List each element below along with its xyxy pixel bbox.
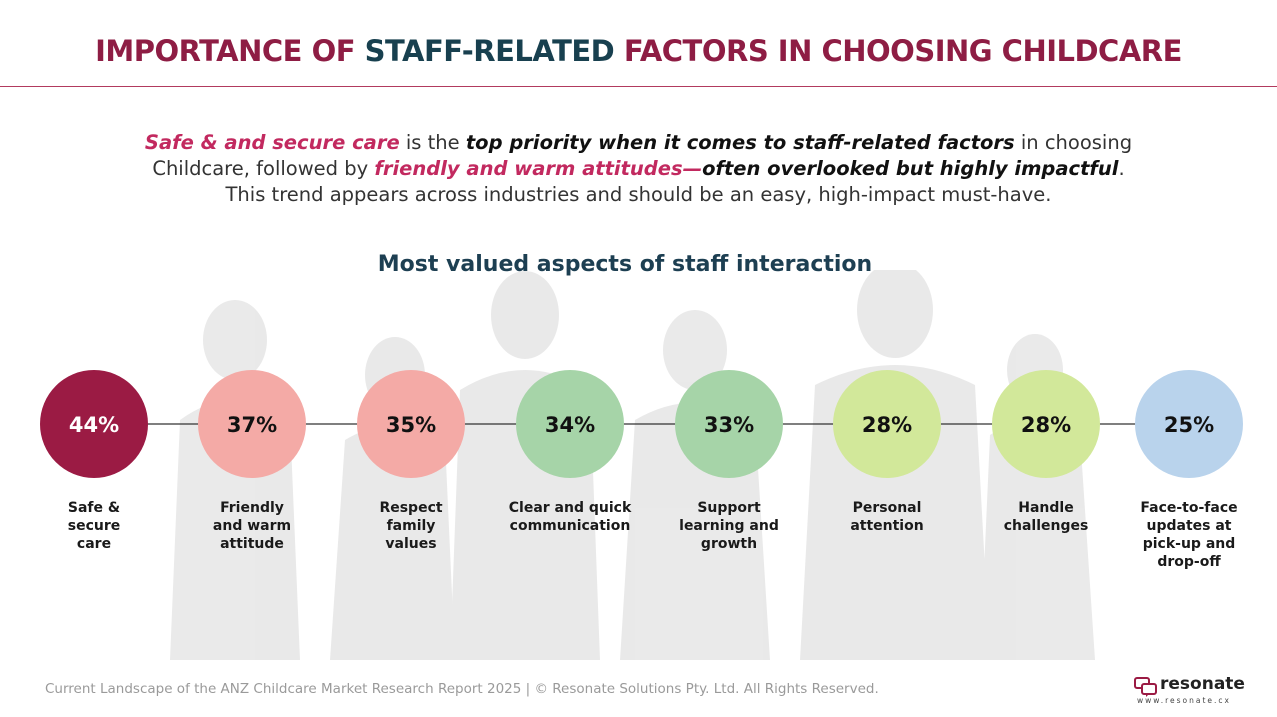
intro-emphasis-overlooked: often overlooked but highly impactful — [702, 157, 1119, 180]
value-bubble — [40, 370, 148, 478]
value-bubble — [516, 370, 624, 478]
resonate-logo: resonate www.resonate.cx — [1134, 674, 1245, 708]
value-bubble — [1135, 370, 1243, 478]
speech-bubbles-icon — [1134, 677, 1157, 697]
category-label: Face-to-face updates at pick-up and drop-of… — [1140, 500, 1237, 570]
intro-dash: — — [682, 157, 703, 180]
intro-text: in choosing Childcare, followed by — [152, 131, 1133, 180]
title-part-1: IMPORTANCE OF — [95, 34, 365, 68]
value-bubble — [198, 370, 306, 478]
value-bubble — [357, 370, 465, 478]
intro-emphasis-top-priority: top priority when it comes to staff-rela… — [465, 131, 1015, 154]
value-label: 28% — [1021, 413, 1071, 437]
intro-highlight-friendly: friendly and warm attitudes — [374, 157, 683, 180]
logo-url: www.resonate.cx — [1137, 696, 1231, 705]
value-bubble — [992, 370, 1100, 478]
category-labels: Safe & secure care Friendly and warm attitude… — [68, 500, 1238, 570]
chart: 44% 37% 35% 34% 33% 28% 28% 25% Safe & secure car… — [40, 370, 1243, 570]
category-label: Personal attention — [850, 500, 923, 534]
logo-wordmark: resonate — [1160, 674, 1245, 694]
value-label: 28% — [862, 413, 912, 437]
title-divider — [0, 86, 1277, 87]
value-bubble — [833, 370, 941, 478]
value-label: 34% — [545, 413, 595, 437]
intro-highlight-safe: Safe & and secure care — [144, 131, 400, 154]
category-label: Safe & secure care — [68, 500, 121, 552]
value-bubbles: 44% 37% 35% 34% 33% 28% 28% 25% — [40, 370, 1243, 478]
intro-text: is the — [399, 131, 466, 154]
page-title: IMPORTANCE OF STAFF-RELATED FACTORS IN C… — [0, 34, 1277, 68]
category-label: Clear and quick communication — [509, 500, 632, 534]
title-part-2: STAFF-RELATED — [364, 34, 615, 68]
value-label: 37% — [227, 413, 277, 437]
chart-subtitle: Most valued aspects of staff interaction — [377, 252, 873, 277]
value-bubble — [675, 370, 783, 478]
category-label: Respect family values — [379, 500, 442, 552]
title-part-3: FACTORS IN CHOOSING CHILDCARE — [614, 34, 1183, 68]
value-label: 25% — [1164, 413, 1214, 437]
category-label: Handle challenges — [1004, 500, 1089, 534]
value-label: 33% — [704, 413, 754, 437]
value-label: 44% — [69, 413, 119, 437]
category-label: Friendly and warm attitude — [213, 500, 291, 552]
footer-copyright: Current Landscape of the ANZ Childcare M… — [45, 681, 879, 697]
intro-text: . This trend appears across industries a… — [225, 157, 1125, 206]
value-label: 35% — [386, 413, 436, 437]
intro-paragraph: Safe & and secure care is the top priori… — [130, 130, 1147, 208]
category-label: Support learning and growth — [679, 500, 779, 552]
